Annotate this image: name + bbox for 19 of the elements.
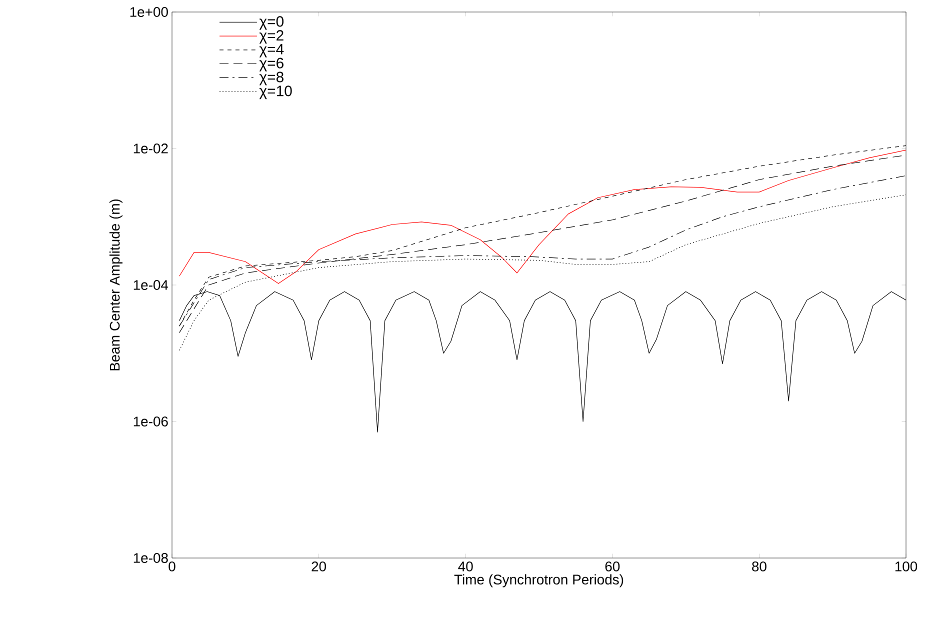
legend-label: χ=0 (259, 16, 284, 30)
y-tick-label: 1e-04 (134, 280, 168, 290)
x-tick-label: 0 (168, 562, 176, 572)
x-tick-label: 20 (312, 562, 326, 572)
x-tick-label: 40 (458, 562, 473, 572)
x-tick-label: 60 (605, 562, 620, 572)
legend-label: χ=4 (259, 44, 284, 58)
y-tick-label: 1e+00 (130, 7, 168, 17)
y-tick-label: 1e-02 (134, 144, 168, 154)
x-tick-label: 100 (895, 562, 918, 572)
legend-label: χ=2 (259, 30, 284, 44)
x-axis-title: Time (Synchrotron Periods) (454, 574, 624, 588)
y-axis-title: Beam Center Amplitude (m) (109, 199, 122, 370)
y-tick-label: 1e-08 (134, 553, 168, 563)
legend-label: χ=10 (259, 86, 292, 100)
x-tick-label: 80 (752, 562, 766, 572)
legend-label: χ=6 (259, 58, 284, 72)
y-tick-label: 1e-06 (134, 416, 168, 426)
legend-label: χ=8 (259, 72, 284, 86)
